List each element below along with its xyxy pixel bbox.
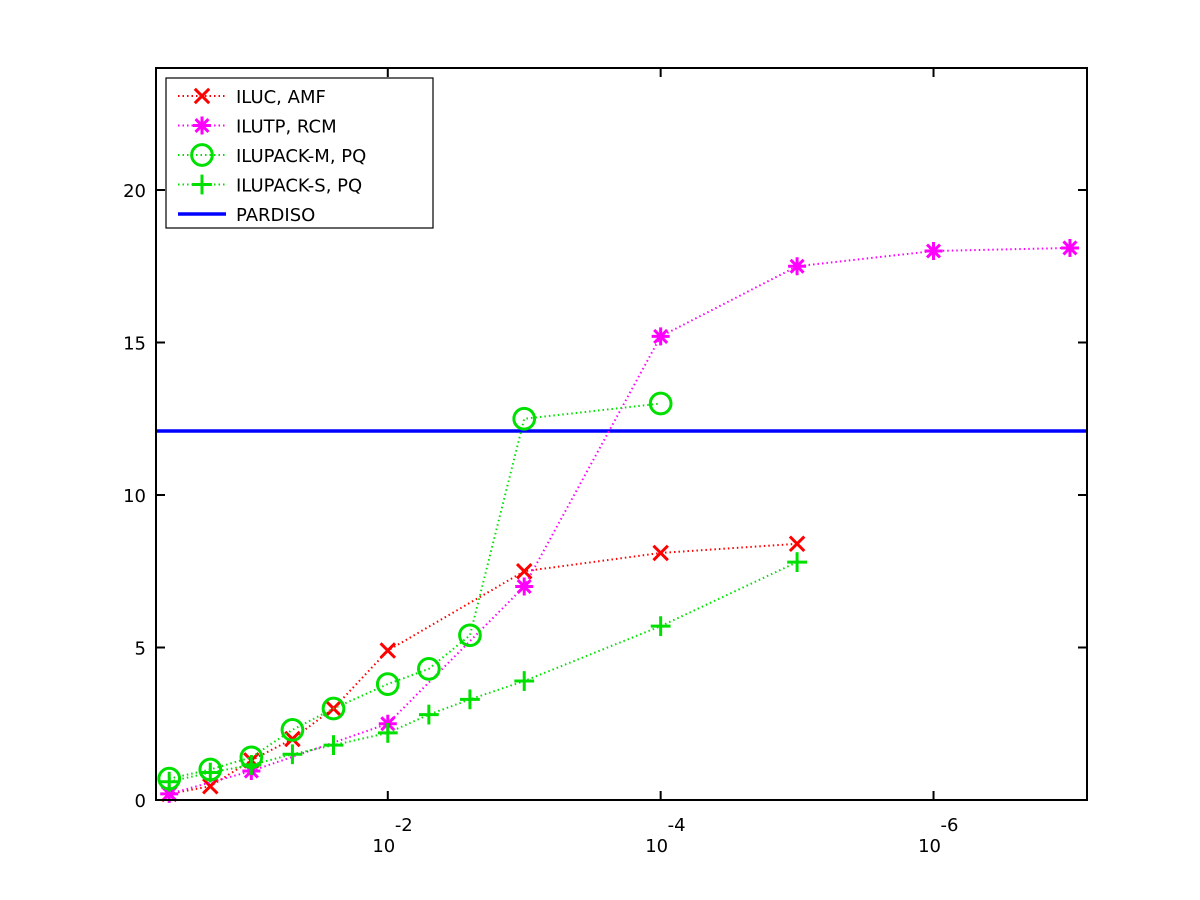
data-point-ilupack-s-pq-1 [200, 762, 221, 783]
data-point-ilupack-s-pq-4 [323, 735, 344, 755]
x-tick-label-exponent-1: -4 [668, 815, 686, 836]
data-point-iluc-amf-8 [788, 535, 806, 553]
legend-entry-ilutp-rcm: ILUTP, RCM [178, 116, 337, 138]
data-point-iluc-amf-7-stroke-b [652, 544, 669, 562]
x-tick-label-exponent-2: -6 [941, 815, 959, 836]
data-point-ilutp-rcm-4 [651, 327, 670, 346]
x-tick-label-exponent-0: -2 [395, 815, 413, 836]
series-line-ilutp-rcm [168, 246, 1070, 795]
data-point-ilutp-rcm-5 [788, 257, 807, 276]
data-point-ilupack-m-pq-4 [321, 696, 346, 721]
data-point-ilupack-s-pq-5 [377, 723, 398, 743]
legend-box [165, 77, 434, 229]
data-point-ilupack-m-pq-9 [648, 391, 673, 416]
data-point-ilutp-rcm-5-spoke-3 [789, 258, 805, 274]
data-point-ilutp-rcm-6-spoke-3 [925, 243, 942, 259]
data-point-iluc-amf-8-stroke-b [788, 535, 806, 553]
data-point-ilutp-rcm-4-spoke-3 [653, 328, 669, 344]
legend-marker-ilupack-s-pq [192, 174, 212, 195]
y-tick-label-20: 20 [123, 181, 146, 202]
legend-label-ilutp-rcm: ILUTP, RCM [236, 117, 337, 138]
data-point-iluc-amf-1-stroke-b [202, 778, 219, 795]
y-tick-label-5: 5 [135, 639, 146, 660]
legend-marker-ilupack-m-pq [190, 143, 214, 167]
data-point-ilupack-m-pq-5 [375, 672, 400, 696]
y-tick-label-10: 10 [123, 486, 146, 507]
series-ilupack-s-pq [159, 552, 807, 792]
data-point-ilupack-m-pq-6 [417, 657, 441, 681]
legend-marker-iluc-amf-stroke-b [193, 87, 211, 105]
data-point-ilutp-rcm-7-spoke-3 [1062, 240, 1078, 256]
x-tick-label-base-1: 10 [645, 836, 668, 857]
plot-data-layer [156, 238, 1087, 803]
legend-entry-pardiso: PARDISO [178, 205, 315, 226]
legend-label-iluc-amf: ILUC, AMF [236, 87, 326, 108]
legend: ILUC, AMF ILUTP, RCM ILUPACK-M, PQ ILUPACK-… [165, 77, 434, 229]
data-point-iluc-amf-7 [652, 544, 669, 562]
axes-frame [155, 67, 1088, 801]
data-point-ilupack-s-pq-0 [159, 771, 180, 792]
data-point-ilupack-s-pq-10 [787, 552, 807, 572]
data-point-ilutp-rcm-6 [924, 242, 943, 260]
data-point-iluc-amf-5 [379, 642, 397, 659]
data-point-ilutp-rcm-7 [1060, 238, 1079, 257]
data-point-ilupack-s-pq-6 [418, 704, 439, 725]
legend-marker-ilutp-rcm-spoke-3 [194, 117, 210, 134]
data-point-ilupack-s-pq-9 [650, 616, 671, 637]
data-point-ilupack-s-pq-8 [514, 671, 535, 691]
data-point-ilutp-rcm-3 [515, 577, 534, 596]
data-point-ilupack-s-pq-3 [282, 744, 303, 765]
legend-label-ilupack-m-pq: ILUPACK-M, PQ [236, 146, 366, 167]
legend-label-ilupack-s-pq: ILUPACK-S, PQ [236, 176, 362, 197]
data-point-ilutp-rcm-3-spoke-3 [516, 578, 532, 595]
data-point-ilupack-s-pq-7 [460, 689, 480, 710]
y-tick-label-15: 15 [123, 334, 146, 355]
legend-entry-ilupack-s-pq: ILUPACK-S, PQ [178, 174, 362, 197]
legend-marker-iluc-amf [193, 87, 211, 105]
data-point-iluc-amf-6 [515, 562, 533, 580]
legend-label-pardiso: PARDISO [236, 205, 315, 226]
x-tick-label-base-2: 10 [918, 836, 941, 857]
data-point-ilupack-m-pq-8 [512, 406, 537, 431]
legend-entry-iluc-amf: ILUC, AMF [178, 87, 326, 108]
data-point-ilupack-m-pq-3 [280, 718, 305, 742]
data-point-iluc-amf-1 [202, 778, 219, 795]
x-tick-label-base-0: 10 [372, 836, 395, 857]
series-line-ilupack-m-pq [169, 402, 661, 780]
data-point-ilupack-s-pq-2 [241, 755, 262, 775]
data-point-iluc-amf-6-stroke-b [515, 562, 533, 580]
data-point-ilupack-m-pq-7 [458, 623, 482, 648]
series-ilupack-m-pq [157, 391, 673, 791]
y-tick-label-0: 0 [135, 791, 146, 812]
data-point-iluc-amf-5-stroke-b [379, 642, 397, 659]
legend-marker-ilutp-rcm [193, 116, 211, 135]
series-line-ilupack-s-pq [169, 561, 798, 783]
legend-entry-ilupack-m-pq: ILUPACK-M, PQ [178, 143, 366, 167]
